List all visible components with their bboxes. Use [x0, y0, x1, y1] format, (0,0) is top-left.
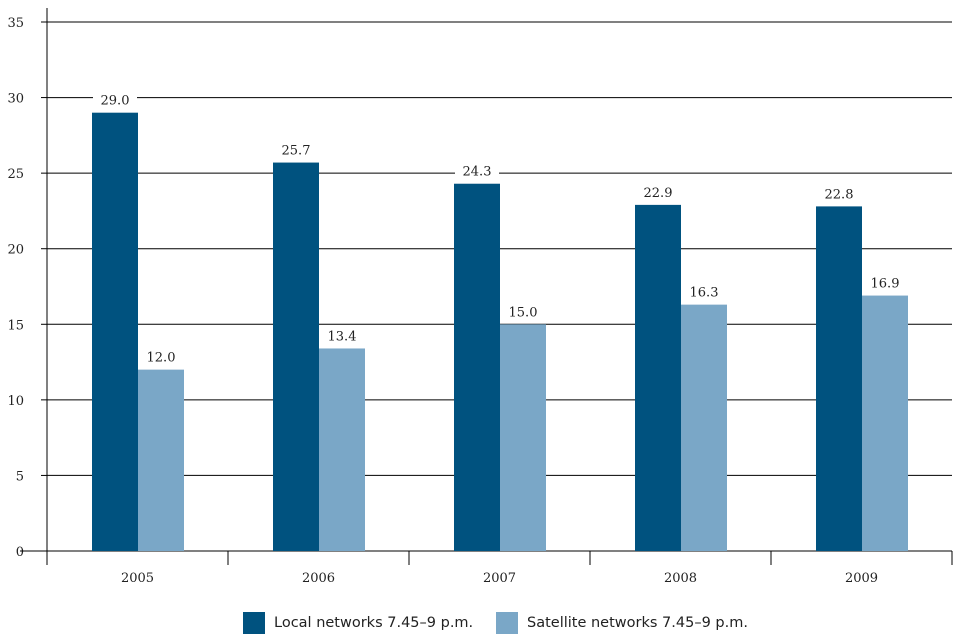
bar-satellite: [862, 295, 908, 551]
legend-swatch-satellite: [496, 612, 518, 634]
y-tick-label: 0: [16, 545, 24, 560]
data-label-bg: [501, 303, 545, 322]
y-tick-label: 10: [7, 394, 24, 409]
bar-satellite: [681, 304, 727, 551]
data-label: 29.0: [101, 94, 130, 109]
data-label: 22.8: [825, 187, 854, 202]
data-label-bg: [320, 327, 364, 346]
bar-local: [92, 112, 138, 551]
bar-satellite: [500, 324, 546, 551]
data-label: 24.3: [463, 165, 492, 180]
bar-satellite: [138, 369, 184, 551]
data-label: 12.0: [147, 351, 176, 366]
y-tick-label: 15: [7, 318, 24, 333]
data-label: 16.3: [690, 286, 719, 301]
legend-item-satellite: Satellite networks 7.45–9 p.m.: [496, 611, 748, 635]
legend-item-local: Local networks 7.45–9 p.m.: [243, 611, 473, 635]
data-label-bg: [274, 141, 318, 160]
legend-label-local: Local networks 7.45–9 p.m.: [274, 615, 474, 631]
data-label-bg: [455, 162, 499, 181]
x-tick-label: 2006: [302, 571, 335, 586]
data-label-bg: [817, 185, 861, 204]
data-label-bg: [139, 348, 183, 367]
data-label: 13.4: [328, 329, 357, 344]
y-tick-label: 25: [7, 167, 24, 182]
x-tick-label: 2008: [664, 571, 697, 586]
y-tick-label: 5: [16, 469, 24, 484]
data-label-bg: [93, 91, 137, 110]
legend: Local networks 7.45–9 p.m. Satellite net…: [0, 611, 979, 637]
bar-local: [816, 206, 862, 551]
x-tick-label: 2009: [845, 571, 878, 586]
data-label: 22.9: [644, 186, 673, 201]
bar-local: [454, 183, 500, 552]
data-label: 25.7: [282, 144, 311, 159]
bar-chart: 0 5 10 15 20 25 30 35 29.0 12.0 2005 25.7 13.4 2006 24…: [7, 8, 953, 586]
y-tick-label: 35: [7, 16, 24, 31]
y-tick-label: 20: [7, 243, 24, 258]
legend-label-satellite: Satellite networks 7.45–9 p.m.: [527, 615, 748, 631]
data-label: 16.9: [871, 277, 900, 292]
y-tick-label: 30: [7, 92, 24, 107]
bar-local: [273, 162, 319, 551]
legend-swatch-local: [243, 612, 265, 634]
data-label-bg: [863, 274, 907, 293]
bar-satellite: [319, 348, 365, 551]
x-tick-label: 2007: [483, 571, 516, 586]
data-label-bg: [682, 283, 726, 302]
bar-local: [635, 204, 681, 551]
data-label-bg: [636, 183, 680, 202]
data-label: 15.0: [509, 305, 538, 320]
x-tick-label: 2005: [121, 571, 154, 586]
